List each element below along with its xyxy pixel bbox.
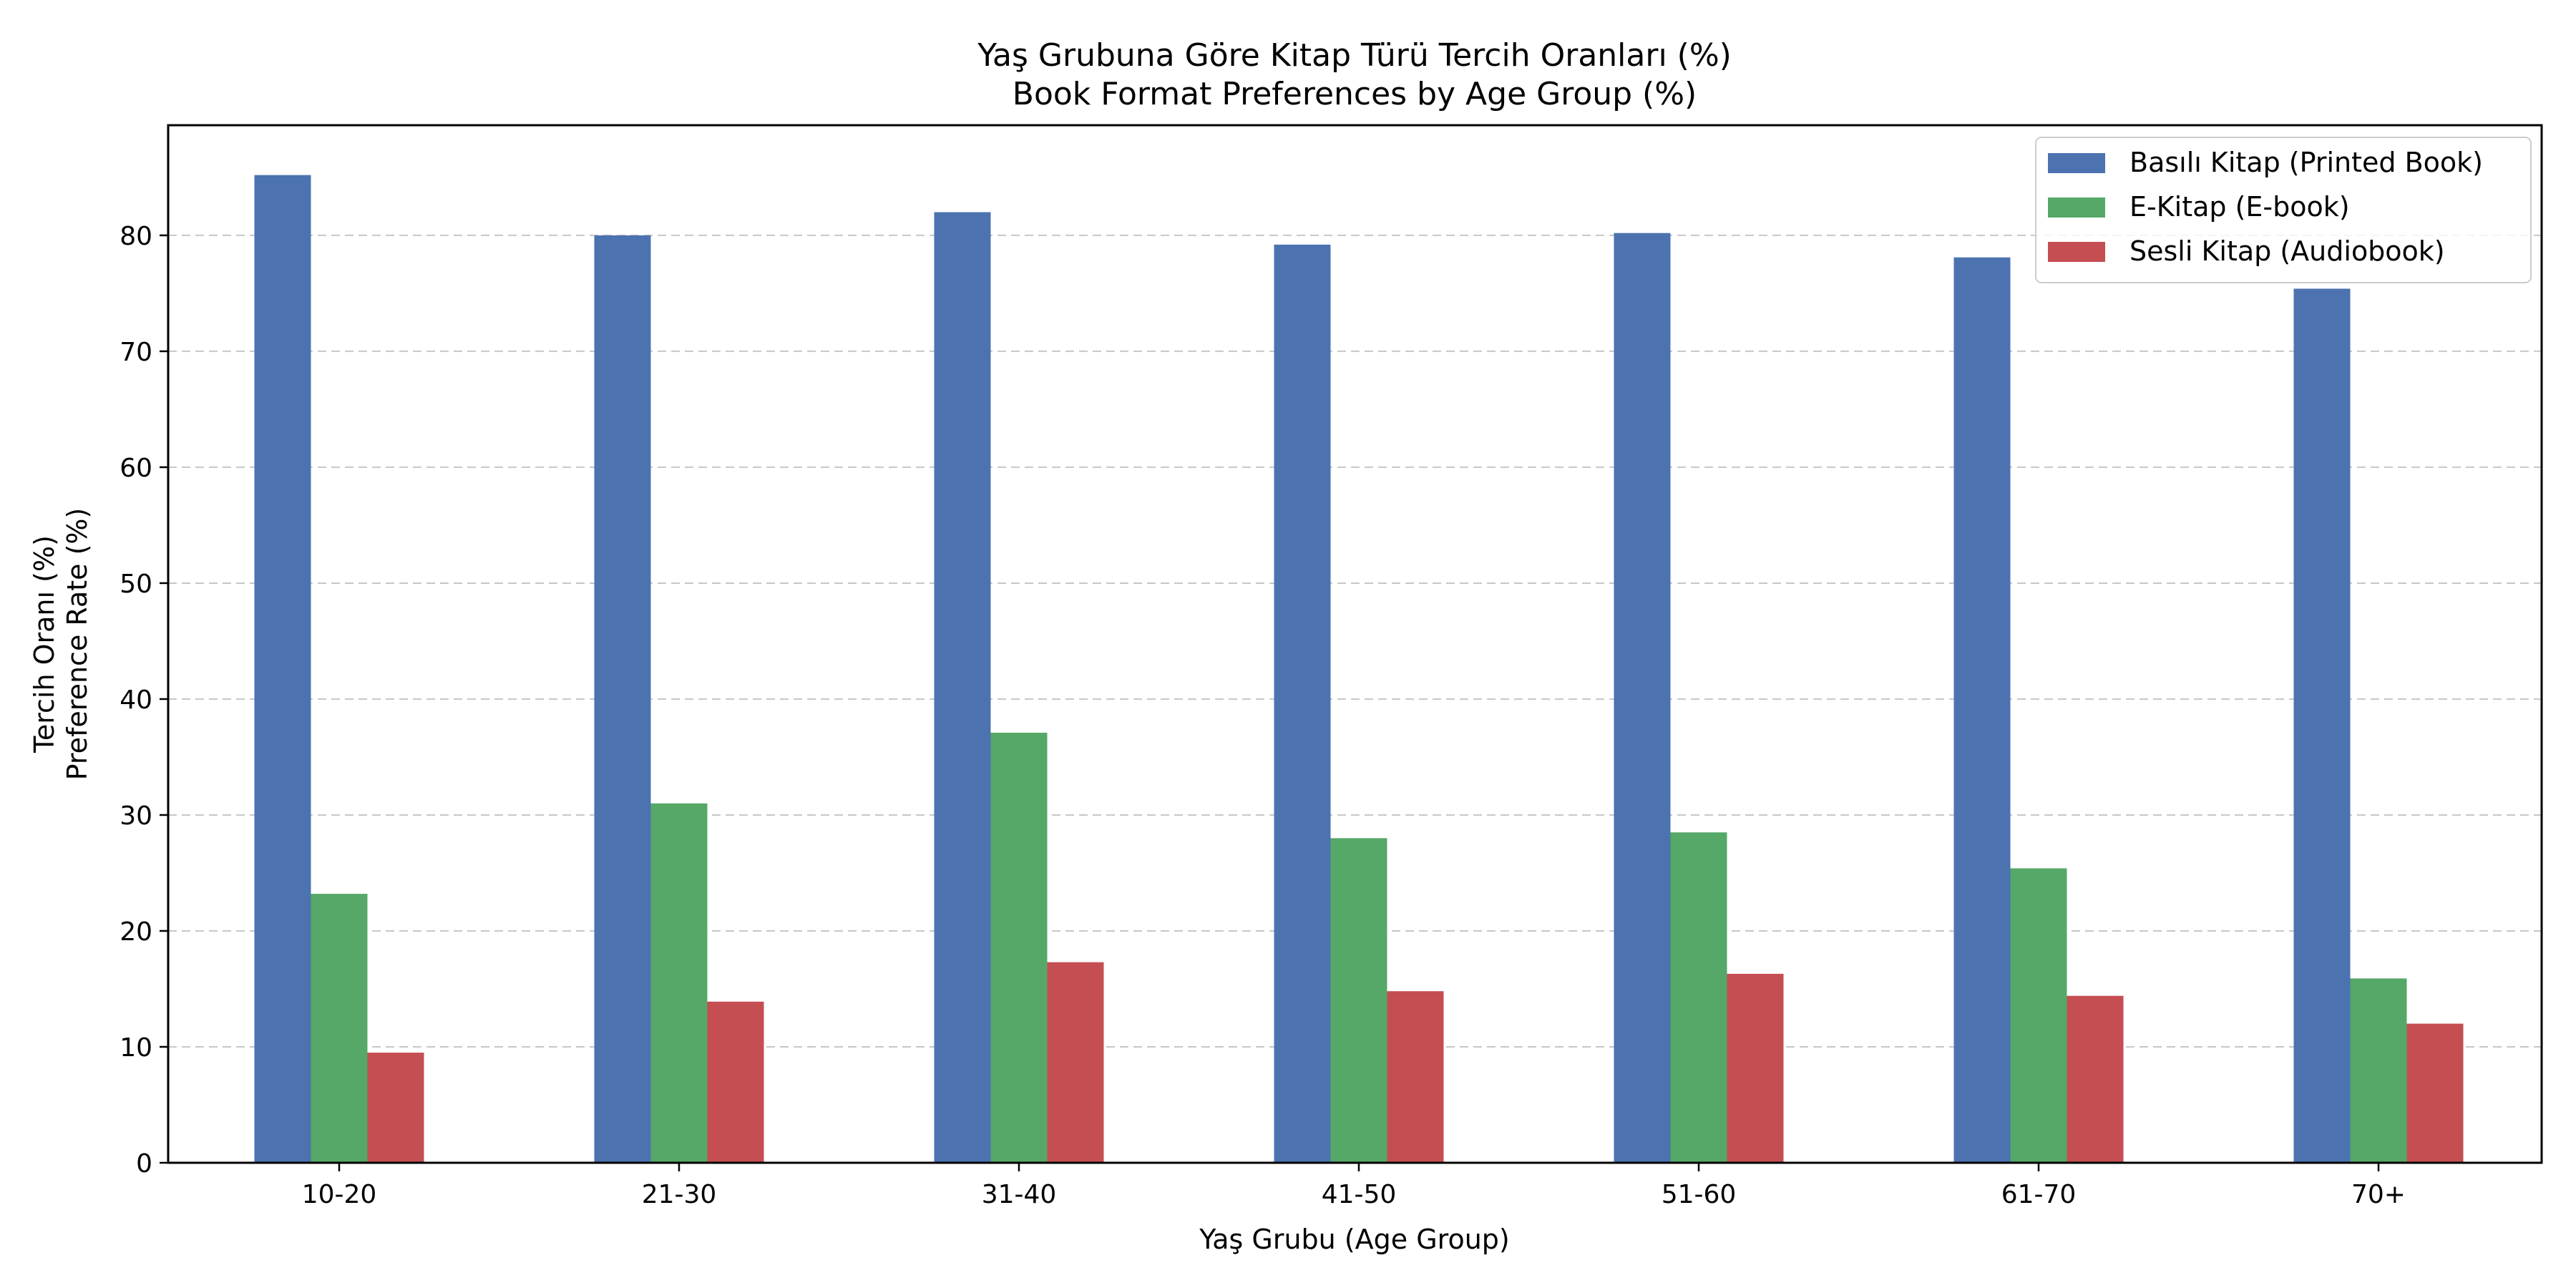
legend-label: E-Kitap (E-book) bbox=[2129, 191, 2350, 223]
chart-subtitle: Book Format Preferences by Age Group (%) bbox=[1013, 76, 1697, 112]
bar-41-50-series-1 bbox=[1330, 838, 1387, 1163]
chart-title: Yaş Grubuna Göre Kitap Türü Tercih Oranl… bbox=[977, 37, 1732, 74]
y-tick-label: 40 bbox=[119, 686, 152, 715]
y-axis-label: Tercih Oranı (%) bbox=[29, 535, 60, 753]
x-axis-label: Yaş Grubu (Age Group) bbox=[1199, 1224, 1510, 1255]
y-tick-label: 60 bbox=[119, 454, 152, 483]
x-tick-label: 10-20 bbox=[302, 1180, 377, 1209]
x-tick-label: 61-70 bbox=[2001, 1180, 2077, 1209]
bar-51-60-series-1 bbox=[1670, 832, 1727, 1163]
x-tick-label: 21-30 bbox=[642, 1180, 717, 1209]
legend-label: Basılı Kitap (Printed Book) bbox=[2129, 147, 2483, 178]
bar-10-20-series-1 bbox=[311, 894, 368, 1163]
y-axis: 0 10 20 30 40 50 60 70 80 bbox=[119, 222, 168, 1179]
legend-box bbox=[2035, 137, 2532, 283]
bar-31-40-series-2 bbox=[1047, 962, 1104, 1163]
bar-31-40-series-0 bbox=[934, 212, 991, 1163]
bar-21-30-series-2 bbox=[707, 1001, 764, 1163]
y-tick-label: 0 bbox=[136, 1149, 152, 1179]
y-tick-label: 70 bbox=[119, 338, 152, 367]
bar-31-40-series-1 bbox=[990, 732, 1048, 1163]
grid-lines bbox=[168, 234, 2542, 1048]
x-tick-label: 70+ bbox=[2351, 1180, 2406, 1209]
bar-61-70-series-2 bbox=[2067, 995, 2124, 1163]
bar-61-70-series-1 bbox=[2010, 868, 2067, 1163]
bar-41-50-series-2 bbox=[1387, 991, 1444, 1163]
bar-10-20-series-0 bbox=[254, 175, 311, 1163]
x-tick-label: 31-40 bbox=[982, 1180, 1057, 1209]
bar-70+-series-0 bbox=[2293, 288, 2351, 1163]
y-tick-label: 80 bbox=[119, 222, 152, 251]
y-axis-label-english: Preference Rate (%) bbox=[62, 508, 93, 781]
y-tick-label: 30 bbox=[119, 801, 152, 831]
bar-10-20-series-2 bbox=[367, 1053, 424, 1163]
legend-label: Sesli Kitap (Audiobook) bbox=[2129, 235, 2445, 267]
bar-61-70-series-0 bbox=[1953, 257, 2011, 1163]
bar-70+-series-2 bbox=[2406, 1023, 2464, 1163]
y-tick-label: 20 bbox=[119, 917, 152, 947]
x-axis: 10-20 21-30 31-40 41-50 51-60 61-70 70+ bbox=[302, 1163, 2406, 1209]
bar-51-60-series-2 bbox=[1727, 973, 1784, 1163]
legend-swatch bbox=[2048, 242, 2105, 262]
plot-frame bbox=[167, 124, 2543, 1164]
bar-51-60-series-0 bbox=[1614, 233, 1671, 1163]
legend-swatch bbox=[2048, 153, 2105, 173]
x-tick-label: 51-60 bbox=[1662, 1180, 1737, 1209]
bar-21-30-series-0 bbox=[594, 235, 651, 1163]
x-tick-label: 41-50 bbox=[1322, 1180, 1397, 1209]
bar-41-50-series-0 bbox=[1274, 244, 1331, 1163]
bar-70+-series-1 bbox=[2350, 978, 2407, 1163]
bar-21-30-series-1 bbox=[650, 803, 708, 1163]
y-tick-label: 10 bbox=[119, 1033, 152, 1063]
y-tick-label: 50 bbox=[119, 570, 152, 599]
legend: Basılı Kitap (Printed Book) E-Kitap (E-bo… bbox=[2035, 137, 2532, 283]
legend-swatch bbox=[2048, 197, 2105, 218]
bars bbox=[254, 175, 2464, 1163]
